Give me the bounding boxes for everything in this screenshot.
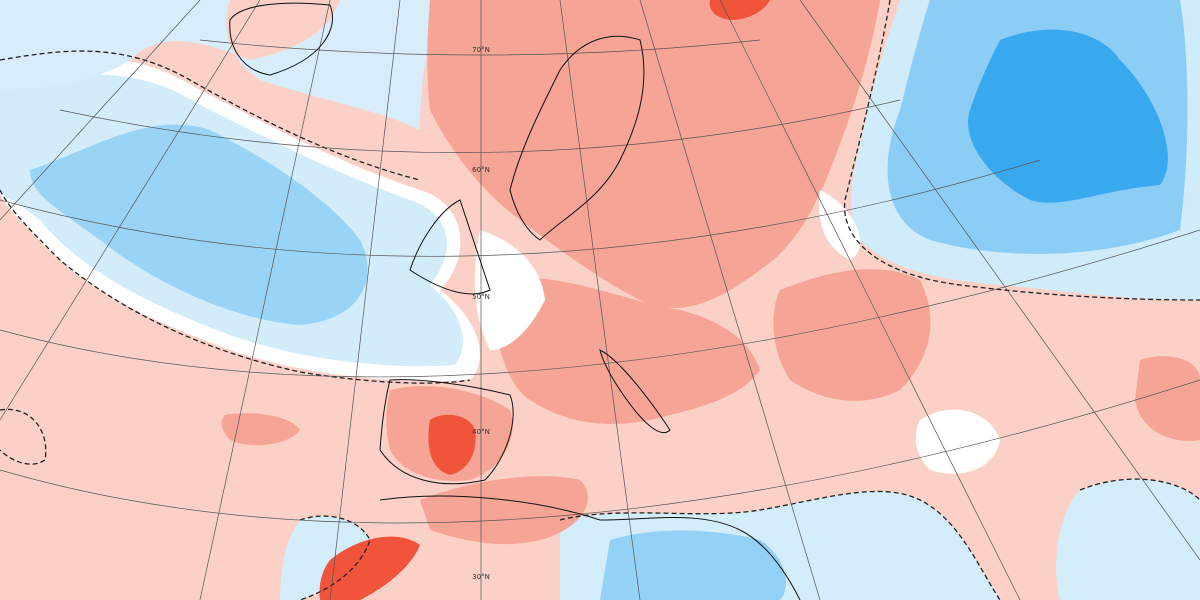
zero-contour xyxy=(559,490,1001,600)
weak-negative-area xyxy=(280,516,370,600)
zero-contour xyxy=(843,0,1200,301)
meridian xyxy=(719,0,1021,600)
near-zero-area xyxy=(915,409,1000,474)
strong-positive-area xyxy=(319,536,420,600)
meridian xyxy=(199,0,331,600)
moderate-positive-area xyxy=(773,269,931,401)
coastline xyxy=(379,495,801,600)
zero-contour xyxy=(0,50,421,181)
latitude-label: 30°N xyxy=(472,573,490,581)
zero-contour xyxy=(0,408,47,465)
latitude-label: 40°N xyxy=(472,428,490,436)
moderate-positive-area xyxy=(420,476,588,545)
strong-negative-area xyxy=(968,29,1168,203)
parallel xyxy=(0,229,1200,378)
meridian xyxy=(639,0,821,600)
moderate-negative-area xyxy=(30,124,368,325)
strong-positive-area xyxy=(709,0,770,20)
moderate-positive-area xyxy=(1135,356,1200,441)
coastline xyxy=(379,379,514,485)
near-zero-area xyxy=(474,230,545,350)
weak-negative-area xyxy=(1056,479,1200,600)
parallel xyxy=(59,99,901,153)
moderate-negative-area xyxy=(600,530,786,600)
meridian xyxy=(0,0,201,221)
coastline xyxy=(409,199,491,295)
parallel xyxy=(0,379,1200,524)
latitude-label: 70°N xyxy=(472,46,490,54)
latitude-label: 50°N xyxy=(472,293,490,301)
coastline xyxy=(229,2,333,76)
moderate-positive-area xyxy=(427,0,880,309)
zero-contour xyxy=(1079,478,1200,501)
latitude-label: 60°N xyxy=(472,166,490,174)
strong-positive-area xyxy=(428,414,476,475)
zero-contour xyxy=(0,189,471,384)
meridian xyxy=(799,0,1200,561)
zero-contour xyxy=(299,515,371,600)
meridian xyxy=(559,0,641,600)
meridian xyxy=(0,0,261,421)
coastline xyxy=(599,349,671,433)
moderate-positive-area xyxy=(221,413,300,446)
parallel xyxy=(199,39,761,56)
parallel xyxy=(0,159,1041,257)
moderate-positive-area xyxy=(496,277,760,424)
coastline xyxy=(509,35,645,241)
meridian xyxy=(329,0,401,600)
near-zero-area xyxy=(819,190,860,260)
